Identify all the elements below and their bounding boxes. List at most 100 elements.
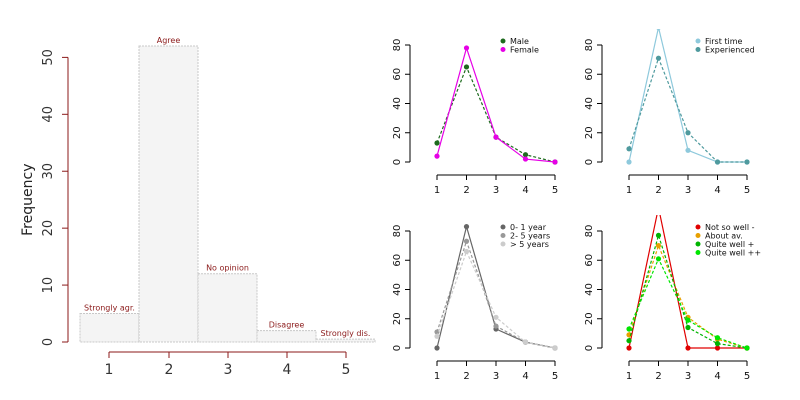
x-tick-label: 3 xyxy=(493,371,499,382)
legend-label: Male xyxy=(510,37,529,46)
plot-area xyxy=(434,224,558,351)
data-point xyxy=(493,314,499,320)
series-line-1 xyxy=(628,56,747,163)
y-tick-label: 20 xyxy=(584,126,595,139)
legend-label: About av. xyxy=(705,232,743,241)
x-tick-label: 1 xyxy=(105,362,114,378)
y-tick-label: 10 xyxy=(41,277,56,294)
legend-label: 0- 1 year xyxy=(510,223,547,232)
y-tick-label: 0 xyxy=(392,159,403,165)
data-point xyxy=(552,345,558,351)
y-tick-label: 80 xyxy=(584,39,595,52)
legend-marker xyxy=(695,250,701,255)
data-point xyxy=(656,29,661,31)
bar-chart-panel: Strongly agr. Agree No opinion Disagree Stro… xyxy=(20,36,376,378)
y-tick-label: 20 xyxy=(392,312,403,325)
legend-marker xyxy=(500,241,506,247)
data-point xyxy=(685,147,691,153)
plot-area xyxy=(434,45,558,165)
y-tick-label: 40 xyxy=(584,283,595,296)
data-point xyxy=(463,248,470,255)
data-point xyxy=(493,323,499,329)
x-tick-label: 1 xyxy=(434,185,440,196)
y-axis-title: Frequency xyxy=(20,164,36,236)
data-point xyxy=(626,338,632,344)
legend-marker xyxy=(500,233,506,238)
x-tick-label: 1 xyxy=(626,185,632,196)
bar-3 xyxy=(197,273,258,343)
data-point xyxy=(714,345,721,351)
legend-label: Female xyxy=(510,46,539,55)
data-point xyxy=(434,333,440,339)
legend-label: 2- 5 years xyxy=(510,232,550,241)
y-tick-label: 60 xyxy=(584,254,595,267)
x-tick-label: 3 xyxy=(224,362,233,378)
data-point xyxy=(626,326,632,332)
data-point xyxy=(522,339,529,345)
bar-4 xyxy=(256,330,317,343)
x-tick-label: 2 xyxy=(463,371,469,382)
data-point xyxy=(434,140,440,146)
bar-1 xyxy=(79,313,140,343)
y-tick-label: 80 xyxy=(392,225,403,238)
data-point xyxy=(714,341,721,347)
bar-label: Strongly dis. xyxy=(321,329,371,338)
legend: Not so well -About av.Quite well +Quite … xyxy=(695,223,761,258)
data-point xyxy=(434,153,440,159)
x-tick-label: 3 xyxy=(685,371,691,382)
legend-label: Experienced xyxy=(705,46,755,55)
data-point xyxy=(655,256,662,262)
bar-label: Disagree xyxy=(269,321,305,330)
legend-label: First time xyxy=(705,37,743,46)
y-tick-label: 80 xyxy=(584,225,595,238)
x-tick-label: 2 xyxy=(655,185,661,196)
y-tick-label: 40 xyxy=(584,97,595,110)
data-point xyxy=(714,335,721,341)
y-tick-label: 20 xyxy=(41,220,56,237)
data-point xyxy=(714,159,721,165)
data-point xyxy=(626,345,632,351)
bar-2 xyxy=(138,45,199,343)
legend-marker xyxy=(500,47,506,52)
x-tick-label: 1 xyxy=(434,371,440,382)
data-point xyxy=(655,232,662,238)
data-point xyxy=(434,329,440,335)
legend-label: Quite well ++ xyxy=(705,249,761,258)
data-point xyxy=(655,243,662,249)
x-tick-label: 2 xyxy=(655,371,661,382)
y-tick-label: 20 xyxy=(584,312,595,325)
legend-marker xyxy=(695,233,701,238)
x-tick-label: 4 xyxy=(522,185,528,196)
y-tick-label: 60 xyxy=(392,254,403,267)
series-line-1 xyxy=(436,239,556,349)
bar-label: Agree xyxy=(157,36,181,45)
x-tick-label: 5 xyxy=(552,185,558,196)
y-tick-label: 60 xyxy=(392,68,403,81)
y-tick-label: 0 xyxy=(41,338,56,346)
y-tick-label: 40 xyxy=(41,106,56,123)
y-tick-label: 60 xyxy=(584,68,595,81)
data-point xyxy=(493,134,499,140)
data-point xyxy=(463,64,470,70)
x-tick-label: 3 xyxy=(493,185,499,196)
data-point xyxy=(655,55,662,61)
y-tick-label: 50 xyxy=(41,49,56,66)
y-tick-label: 0 xyxy=(584,159,595,165)
legend-marker xyxy=(695,38,701,44)
data-point xyxy=(626,332,632,338)
legend-marker xyxy=(500,38,506,44)
series-line-1 xyxy=(436,45,556,163)
legend-label: Not so well - xyxy=(705,223,755,232)
x-tick-label: 2 xyxy=(165,362,174,378)
data-point xyxy=(463,238,470,244)
legend-label: Quite well + xyxy=(705,240,754,249)
plot-area xyxy=(626,215,750,351)
x-tick-label: 2 xyxy=(463,185,469,196)
x-tick-label: 4 xyxy=(714,371,720,382)
